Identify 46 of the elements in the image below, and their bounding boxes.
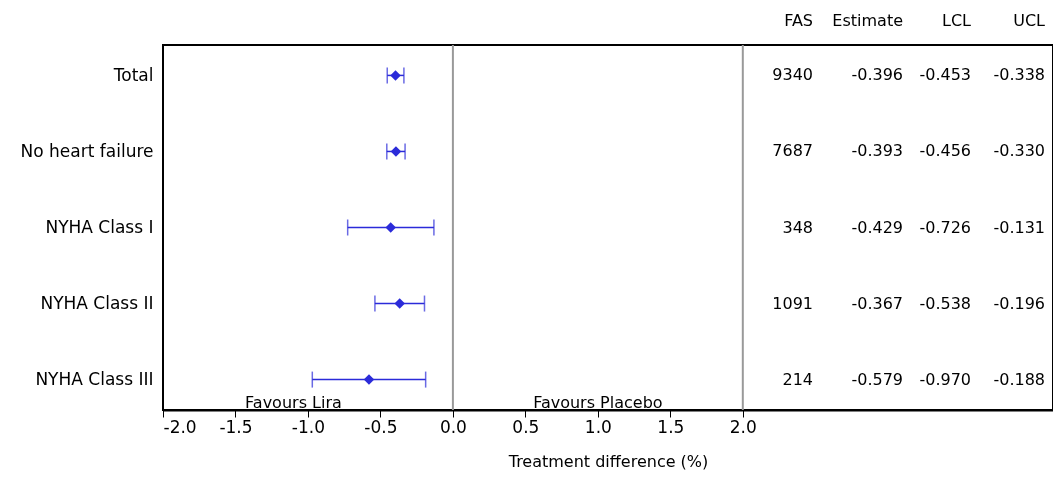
annotation: 9340 [772, 65, 813, 85]
y-tick-label: No heart failure [20, 140, 154, 161]
annotation: -0.396 [851, 65, 903, 85]
annotation: -0.196 [993, 293, 1045, 313]
y-tick-label: Total [112, 64, 154, 85]
x-tick-label: 2.0 [729, 416, 757, 437]
annotation: -0.456 [919, 141, 971, 161]
annotation: Favours Placebo [533, 392, 663, 412]
x-tick-label: 1.0 [584, 416, 612, 437]
point [394, 298, 405, 309]
point [363, 374, 375, 385]
annotation: -0.393 [851, 141, 903, 161]
text: UCL [1013, 11, 1046, 30]
annotation: -0.338 [993, 65, 1045, 85]
annotation: -0.188 [993, 369, 1045, 389]
text: LCL [942, 11, 972, 30]
x-tick-label: -0.5 [364, 416, 398, 437]
text: FAS [784, 11, 813, 30]
annotation: 7687 [772, 141, 813, 161]
annotation: -0.131 [993, 217, 1045, 237]
annotation: 348 [782, 217, 813, 237]
annotation: -0.726 [919, 217, 971, 237]
y-tick-label: NYHA Class I [45, 217, 154, 237]
x-tick-label: -1.0 [291, 416, 326, 437]
annotation: -0.429 [851, 217, 903, 237]
x-tick-label: 0.0 [439, 416, 467, 437]
annotation: 1091 [772, 293, 813, 313]
annotation: Favours Lira [245, 392, 342, 412]
y-tick-label: NYHA Class II [40, 293, 154, 314]
point [390, 146, 402, 157]
y-tick-label: NYHA Class III [35, 369, 154, 390]
text: Estimate [832, 11, 903, 30]
annotation: -0.579 [851, 369, 903, 389]
annotation: -0.367 [851, 293, 903, 313]
annotation: 214 [782, 369, 813, 389]
x-tick-label: -1.5 [219, 416, 253, 437]
point [390, 70, 401, 81]
annotation: -0.453 [919, 65, 971, 85]
point [385, 222, 396, 233]
annotation: -0.538 [919, 293, 971, 313]
x-axis-title: Treatment difference (%) [507, 451, 709, 471]
x-tick-label: 1.5 [657, 416, 685, 437]
annotation: -0.970 [919, 369, 971, 389]
annotation: -0.330 [993, 141, 1045, 161]
x-tick-label: -2.0 [163, 416, 197, 437]
x-tick-label: 0.5 [512, 416, 540, 437]
